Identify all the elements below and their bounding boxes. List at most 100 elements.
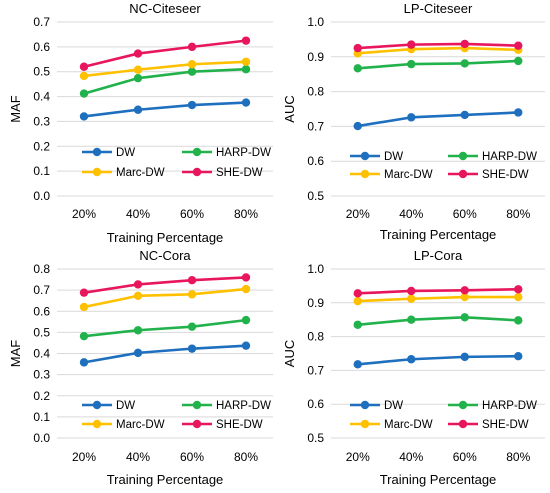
y-tick-label: 0.8 [307, 85, 324, 99]
data-point [187, 42, 197, 52]
data-point [79, 302, 89, 312]
data-point [353, 64, 362, 73]
legend-marker [92, 167, 102, 177]
data-point [187, 100, 197, 110]
data-point [133, 280, 143, 289]
legend-marker [192, 419, 202, 429]
y-tick-label: 0.9 [307, 296, 324, 310]
legend-label: Marc-DW [116, 419, 165, 431]
data-point [133, 73, 143, 83]
x-axis-label: Training Percentage [380, 227, 497, 242]
y-tick-label: 0.6 [33, 304, 50, 318]
y-tick-label: 0.9 [307, 50, 324, 64]
data-point [241, 284, 251, 294]
legend-marker [192, 167, 202, 177]
chart-title: NC-Cora [139, 248, 191, 263]
y-axis-label: AUC [282, 95, 297, 122]
chart-title: NC-Citeseer [129, 1, 201, 16]
x-tick-label: 20% [72, 207, 96, 221]
x-tick-label: 20% [346, 450, 370, 464]
y-tick-label: 0.7 [33, 15, 50, 29]
y-tick-label: 0.2 [33, 389, 50, 403]
data-point [79, 62, 89, 71]
data-point [187, 60, 197, 69]
data-point [187, 275, 197, 285]
x-tick-label: 40% [126, 207, 150, 221]
y-tick-label: 0.7 [33, 283, 50, 297]
data-point [514, 41, 523, 50]
y-tick-label: 0.4 [33, 347, 50, 361]
data-point [133, 49, 143, 58]
y-tick-label: 0.0 [33, 189, 50, 203]
y-tick-label: 0.7 [307, 119, 324, 133]
y-axis-label: MAF [8, 95, 23, 123]
data-point [407, 315, 416, 324]
x-tick-label: 40% [126, 450, 150, 464]
series-line [83, 276, 247, 294]
x-tick-label: 60% [180, 450, 204, 464]
y-tick-label: 0.8 [33, 262, 50, 276]
series-line [83, 101, 247, 118]
data-point [79, 89, 89, 98]
series-line [83, 60, 247, 78]
data-point [407, 59, 416, 69]
data-point [353, 296, 362, 306]
x-tick-label: 20% [72, 450, 96, 464]
x-tick-label: 40% [399, 207, 423, 221]
x-tick-label: 80% [506, 207, 530, 221]
x-tick-label: 40% [399, 450, 423, 464]
data-point [187, 290, 197, 299]
data-point [407, 294, 416, 303]
data-point [241, 98, 251, 107]
y-axis-label: AUC [282, 340, 297, 367]
x-tick-label: 80% [234, 207, 258, 221]
data-point [460, 59, 469, 68]
data-point [133, 65, 143, 74]
data-point [79, 358, 89, 367]
y-tick-label: 0.5 [307, 431, 324, 445]
legend-marker [360, 151, 370, 161]
data-point [353, 289, 362, 298]
series-line [357, 46, 519, 55]
x-tick-label: 60% [180, 207, 204, 221]
data-point [407, 113, 416, 122]
data-point [407, 286, 416, 296]
legend-label: SHE-DW [482, 419, 529, 431]
series-line [83, 287, 247, 309]
legend-label: HARP-DW [216, 147, 271, 159]
legend-label: HARP-DW [482, 400, 537, 412]
y-tick-label: 0.4 [33, 90, 50, 104]
data-point [79, 71, 89, 81]
legend-label: Marc-DW [116, 167, 165, 179]
data-point [514, 292, 523, 302]
y-tick-label: 0.3 [33, 114, 50, 128]
chart-title: LP-Cora [414, 248, 463, 263]
y-tick-label: 0.7 [307, 363, 324, 377]
legend-marker [458, 169, 468, 179]
y-axis-label: MAF [8, 340, 23, 368]
data-point [353, 121, 362, 131]
legend-marker [458, 400, 468, 410]
data-point [187, 344, 197, 353]
y-tick-label: 0.1 [33, 410, 50, 424]
legend-marker [360, 400, 370, 410]
y-tick-label: 0.8 [307, 330, 324, 344]
data-point [133, 326, 143, 335]
chart-panel: 0.0 0.1 0.2 0.3 0.4 0.5 0.6 0.7 20% 40% 60% 80% NC-C… [8, 1, 273, 245]
x-tick-label: 60% [453, 450, 477, 464]
x-axis-label: Training Percentage [107, 230, 224, 245]
legend-label: SHE-DW [482, 169, 529, 181]
series-line [357, 354, 519, 366]
series-line [83, 67, 247, 95]
y-tick-label: 0.2 [33, 139, 50, 153]
data-point [79, 288, 89, 297]
x-tick-label: 20% [346, 207, 370, 221]
legend-marker [92, 419, 102, 429]
data-point [514, 352, 523, 361]
legend-label: SHE-DW [216, 167, 263, 179]
data-point [353, 43, 362, 53]
y-tick-label: 1.0 [307, 15, 324, 29]
data-point [187, 67, 197, 76]
data-point [514, 285, 523, 294]
